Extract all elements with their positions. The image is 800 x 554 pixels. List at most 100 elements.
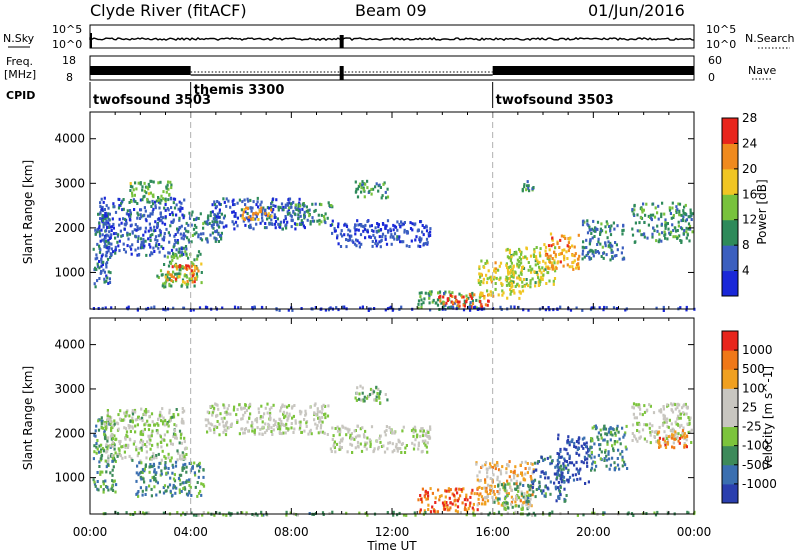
power-cell	[606, 236, 609, 240]
velocity-cell	[516, 485, 519, 489]
power-cell	[350, 234, 353, 238]
velocity-cell	[155, 471, 158, 475]
velocity-cell	[109, 445, 112, 449]
velocity-cell	[140, 477, 143, 481]
power-cell	[180, 284, 183, 288]
velocity-cell	[483, 486, 486, 490]
velocity-cell	[100, 448, 103, 452]
velocity-cell	[632, 514, 635, 517]
velocity-cell	[100, 453, 104, 457]
velocity-cell	[557, 456, 560, 459]
velocity-cell	[363, 435, 366, 438]
power-cell	[664, 226, 667, 230]
power-cell	[657, 204, 660, 208]
power-cell	[401, 223, 404, 227]
velocity-cell	[656, 510, 659, 514]
velocity-cell	[369, 445, 372, 448]
velocity-cell	[319, 430, 322, 434]
velocity-cell	[658, 425, 661, 429]
velocity-cell	[649, 430, 652, 434]
velocity-cell	[144, 413, 147, 417]
power-cell	[114, 248, 117, 251]
velocity-cell	[379, 390, 382, 394]
velocity-cell	[440, 494, 443, 498]
power-cell	[264, 212, 267, 216]
velocity-cell	[404, 446, 407, 450]
power-cell	[664, 221, 667, 225]
power-cell	[217, 232, 220, 236]
velocity-cell	[101, 470, 104, 474]
power-cell	[303, 210, 306, 214]
power-cell	[567, 249, 570, 253]
velocity-cell	[520, 492, 523, 496]
nsearch-label: N.Search	[745, 32, 795, 45]
velocity-cell	[223, 406, 226, 410]
velocity-cell	[261, 432, 264, 436]
power-cell	[533, 255, 536, 258]
velocity-cell	[396, 446, 399, 450]
velocity-cell	[667, 511, 670, 515]
velocity-cell	[338, 448, 341, 451]
velocity-cell	[504, 508, 507, 511]
velocity-cell	[380, 445, 384, 448]
power-cell	[589, 248, 592, 252]
power-cell	[544, 253, 547, 257]
velocity-cell	[566, 478, 569, 482]
velocity-cell	[678, 403, 681, 407]
power-cell	[633, 203, 636, 207]
power-cell	[521, 285, 524, 289]
power-cell	[422, 233, 425, 237]
velocity-cell	[565, 460, 568, 463]
velocity-cell	[663, 420, 666, 424]
velocity-cell	[649, 441, 652, 445]
power-cell	[170, 248, 174, 252]
power-cell	[671, 201, 674, 205]
velocity-cell	[400, 443, 403, 446]
velocity-cell	[595, 426, 598, 430]
power-cell	[141, 188, 144, 192]
power-cell	[611, 250, 614, 254]
velocity-cell	[643, 410, 647, 414]
power-cell	[678, 234, 681, 238]
power-cell	[179, 272, 182, 276]
power-cell	[591, 227, 594, 231]
power-cell	[330, 204, 333, 207]
velocity-cell	[590, 466, 593, 470]
velocity-cell	[251, 426, 254, 430]
power-cell	[686, 233, 689, 237]
velocity-colorbar-band	[722, 407, 738, 428]
velocity-cell	[130, 457, 133, 461]
power-cell	[525, 188, 528, 192]
power-cell	[154, 206, 157, 210]
velocity-cell	[661, 423, 664, 427]
velocity-cell	[147, 409, 150, 413]
power-cell	[512, 273, 516, 277]
velocity-cell	[183, 409, 186, 413]
power-cell	[386, 187, 389, 191]
power-cell	[193, 218, 196, 222]
power-cell	[512, 271, 515, 275]
power-cell	[205, 220, 208, 224]
power-cell	[164, 203, 167, 206]
power-cell	[136, 225, 139, 229]
power-cell	[174, 238, 177, 242]
velocity-cell	[421, 439, 424, 443]
power-cell	[255, 215, 258, 219]
power-cell	[159, 212, 162, 216]
velocity-cell	[664, 446, 668, 449]
velocity-cell	[489, 465, 492, 469]
power-cell	[656, 224, 659, 228]
velocity-cell	[574, 445, 577, 449]
power-cell	[679, 306, 682, 310]
velocity-cell	[202, 511, 205, 514]
velocity-cell	[514, 487, 517, 491]
power-cell	[131, 185, 134, 189]
velocity-cell	[690, 441, 693, 444]
power-cell	[508, 265, 511, 269]
velocity-cell	[348, 428, 351, 432]
power-cell	[403, 228, 406, 232]
power-cell	[127, 213, 130, 217]
power-cell	[372, 229, 375, 233]
power-cell	[215, 218, 218, 222]
power-cell	[645, 202, 648, 206]
